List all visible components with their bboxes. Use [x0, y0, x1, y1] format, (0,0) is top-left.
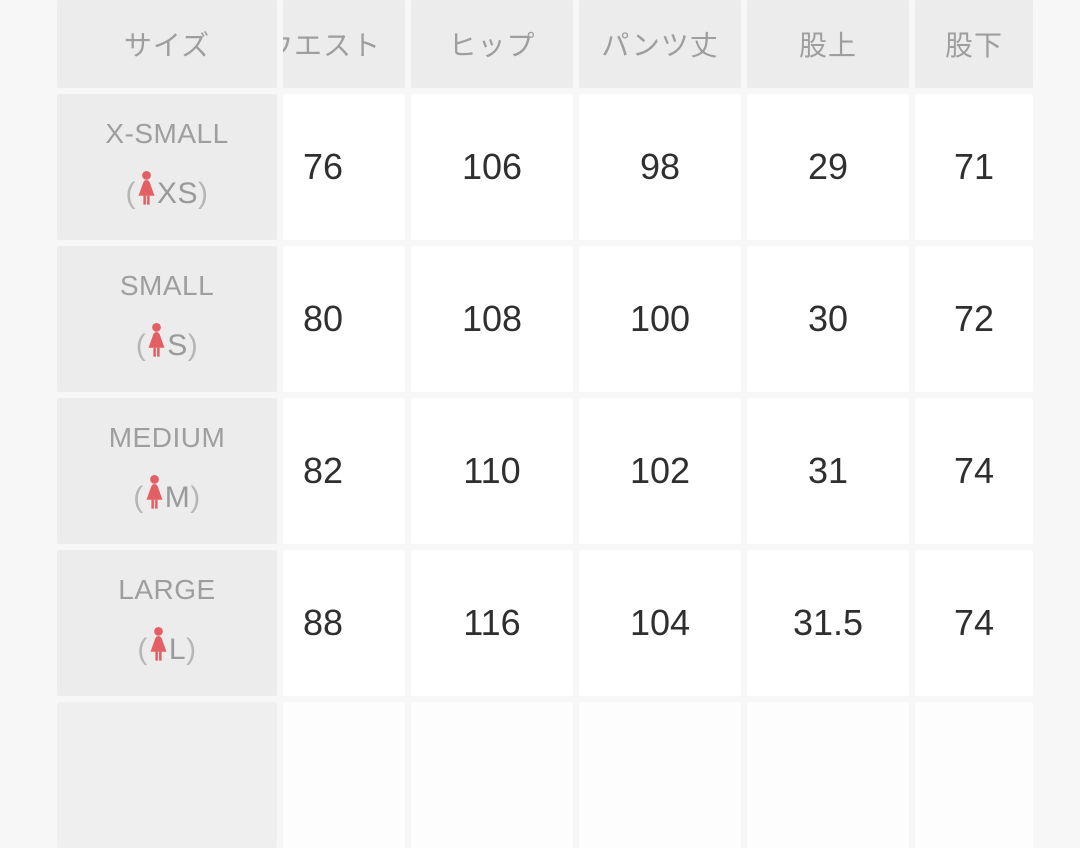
size-code-line: ( L ) [137, 626, 196, 673]
partial-row-cell [283, 702, 405, 848]
column-header-hip: ヒップ [411, 0, 573, 88]
column-header-label: 股下 [944, 30, 1003, 61]
measurement-cell: 98 [579, 94, 741, 240]
measurement-cell: 30 [747, 246, 909, 392]
partial-row-cell [747, 702, 909, 848]
measurement-cell: 80 [283, 246, 405, 392]
size-row-label-small: SMALL ( S ) [57, 246, 277, 392]
column-header-label: ウエスト [283, 30, 381, 61]
measurement-cell: 104 [579, 550, 741, 696]
measurement-cell: 31 [747, 398, 909, 544]
partial-row-cell [57, 702, 277, 848]
size-code-line: ( M ) [133, 474, 201, 521]
column-header-waist: ウエスト [283, 0, 405, 88]
measurement-cell: 108 [411, 246, 573, 392]
size-name: LARGE [118, 573, 216, 605]
size-row-label-medium: MEDIUM ( M ) [57, 398, 277, 544]
size-name: SMALL [119, 269, 215, 301]
partial-row-cell [579, 702, 741, 848]
column-header-inseam: 股下 [915, 0, 1033, 88]
partial-row-cell [915, 702, 1033, 848]
column-header-label: サイズ [123, 30, 211, 61]
measurement-cell: 71 [915, 94, 1033, 240]
female-figure-icon [143, 474, 166, 521]
size-code-line: ( XS ) [125, 170, 208, 217]
female-figure-icon [135, 170, 158, 217]
measurement-cell: 100 [579, 246, 741, 392]
measurement-cell: 88 [283, 550, 405, 696]
female-figure-icon [145, 322, 168, 369]
measurement-cell: 31.5 [747, 550, 909, 696]
size-name: MEDIUM [108, 421, 226, 453]
female-figure-icon [147, 626, 170, 673]
column-header-pants-length: パンツ丈 [579, 0, 741, 88]
column-header-label: 股上 [798, 30, 857, 61]
measurement-cell: 74 [915, 550, 1033, 696]
size-code: M [164, 480, 191, 514]
measurement-cell: 82 [283, 398, 405, 544]
column-header-label: パンツ丈 [601, 30, 719, 61]
measurement-cell: 29 [747, 94, 909, 240]
column-header-label: ヒップ [448, 30, 536, 61]
column-header-rise: 股上 [747, 0, 909, 88]
measurement-cell: 72 [915, 246, 1033, 392]
size-code: S [167, 328, 188, 362]
size-row-label-large: LARGE ( L ) [57, 550, 277, 696]
measurement-cell: 74 [915, 398, 1033, 544]
size-code: XS [156, 176, 199, 210]
measurement-cell: 110 [411, 398, 573, 544]
size-chart-table: サイズ ウエスト ヒップ パンツ丈 股上 股下 X-SMALL ( XS ) 7… [57, 0, 1033, 848]
size-name: X-SMALL [105, 117, 229, 149]
size-code: L [168, 632, 187, 666]
measurement-cell: 76 [283, 94, 405, 240]
size-code-line: ( S ) [136, 322, 199, 369]
measurement-cell: 106 [411, 94, 573, 240]
measurement-cell: 116 [411, 550, 573, 696]
measurement-cell: 102 [579, 398, 741, 544]
size-row-label-xsmall: X-SMALL ( XS ) [57, 94, 277, 240]
column-header-size: サイズ [57, 0, 277, 88]
partial-row-cell [411, 702, 573, 848]
